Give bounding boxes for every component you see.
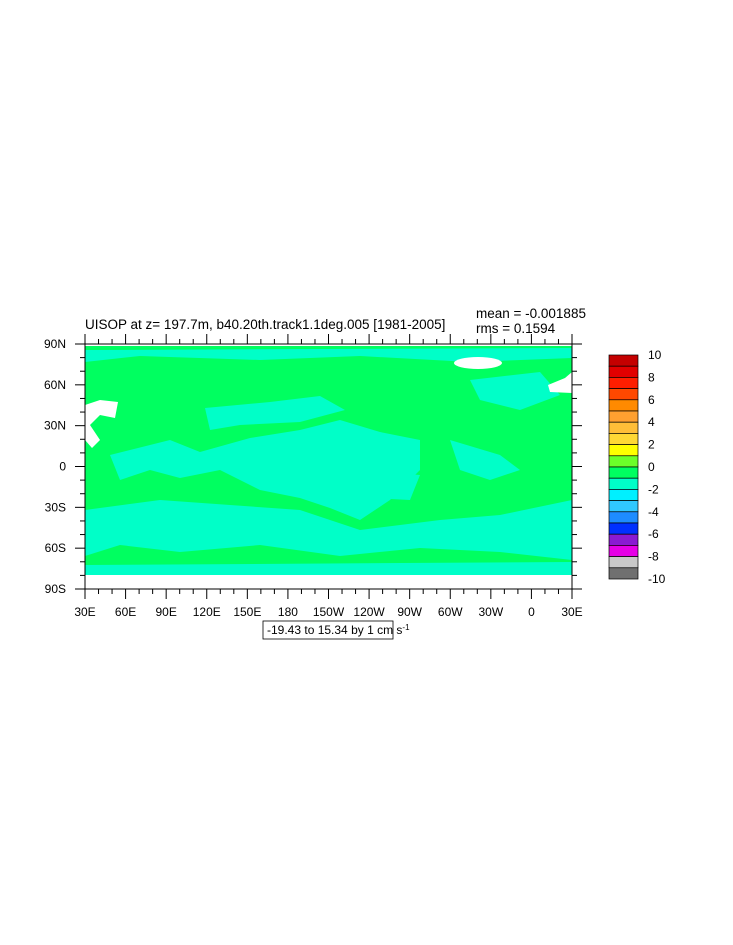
y-tick-label: 0 [59, 460, 66, 474]
colorbar-box [608, 377, 639, 389]
colorbar-box [608, 556, 639, 569]
field [85, 346, 572, 575]
colorbar-box [608, 500, 639, 513]
colorbar-label: 4 [648, 415, 655, 429]
colorbar-label: -6 [648, 527, 659, 541]
colorbar-label: -10 [648, 572, 666, 586]
x-tick-label: 180 [278, 605, 298, 619]
colorbar-box [608, 533, 639, 546]
colorbar-box [608, 477, 639, 490]
x-tick-label: 30E [74, 605, 95, 619]
colorbar-label: -2 [648, 482, 659, 496]
chart-title: UISOP at z= 197.7m, b40.20th.track1.1deg… [85, 317, 445, 332]
mean-label: mean = -0.001885 [476, 306, 586, 321]
y-tick-label: 30N [44, 419, 66, 433]
x-tick-label: 120W [353, 605, 385, 619]
info-box [262, 620, 394, 640]
rms-label: rms = 0.1594 [476, 321, 556, 336]
colorbar-box [608, 522, 639, 535]
y-tick-label: 90S [45, 582, 66, 596]
x-tick-label: 120E [193, 605, 221, 619]
colorbar-box [608, 444, 639, 457]
x-tick-label: 60E [115, 605, 136, 619]
colorbar-label: 6 [648, 393, 655, 407]
x-tick-label: 150W [313, 605, 345, 619]
y-tick-label: 30S [45, 500, 66, 514]
info-text: -19.43 to 15.34 by 1 cm s [267, 623, 402, 637]
colorbar-label: 8 [648, 370, 655, 384]
info-label: -19.43 to 15.34 by 1 cm s-1 [267, 623, 410, 637]
colorbar-box [608, 455, 639, 468]
info-superscript: -1 [402, 623, 410, 632]
y-tick-label: 60S [45, 541, 66, 555]
colorbar-box [608, 410, 639, 423]
colorbar-box [608, 466, 639, 479]
y-tick-label: 60N [44, 378, 66, 392]
x-tick-label: 60W [438, 605, 463, 619]
colorbar-label: -4 [648, 505, 659, 519]
colorbar-label: -8 [648, 550, 659, 564]
colorbar-label: 2 [648, 438, 655, 452]
land-mask [85, 357, 572, 448]
colorbar-box [608, 511, 639, 524]
x-tick-label: 90W [397, 605, 422, 619]
y-tick-label: 90N [44, 337, 66, 351]
x-tick-label: 0 [528, 605, 535, 619]
colorbar-box [608, 388, 639, 401]
colorbar-box [608, 433, 639, 445]
colorbar-box [608, 489, 639, 501]
x-tick-label: 30W [478, 605, 503, 619]
x-tick-label: 30E [561, 605, 582, 619]
colorbar-box [608, 365, 639, 378]
x-tick-label: 90E [155, 605, 176, 619]
colorbar-box [608, 399, 639, 412]
colorbar: 10 8 6 4 2 0 -2 -4 -6 -8 -10 [608, 348, 666, 586]
colorbar-box [608, 545, 639, 557]
colorbar-label: 0 [648, 460, 655, 474]
x-tick-label: 150E [233, 605, 261, 619]
colorbar-label: 10 [648, 348, 662, 362]
colorbar-box [608, 354, 639, 367]
colorbar-box [608, 567, 639, 580]
field-patches [85, 348, 572, 575]
colorbar-box [608, 421, 639, 434]
